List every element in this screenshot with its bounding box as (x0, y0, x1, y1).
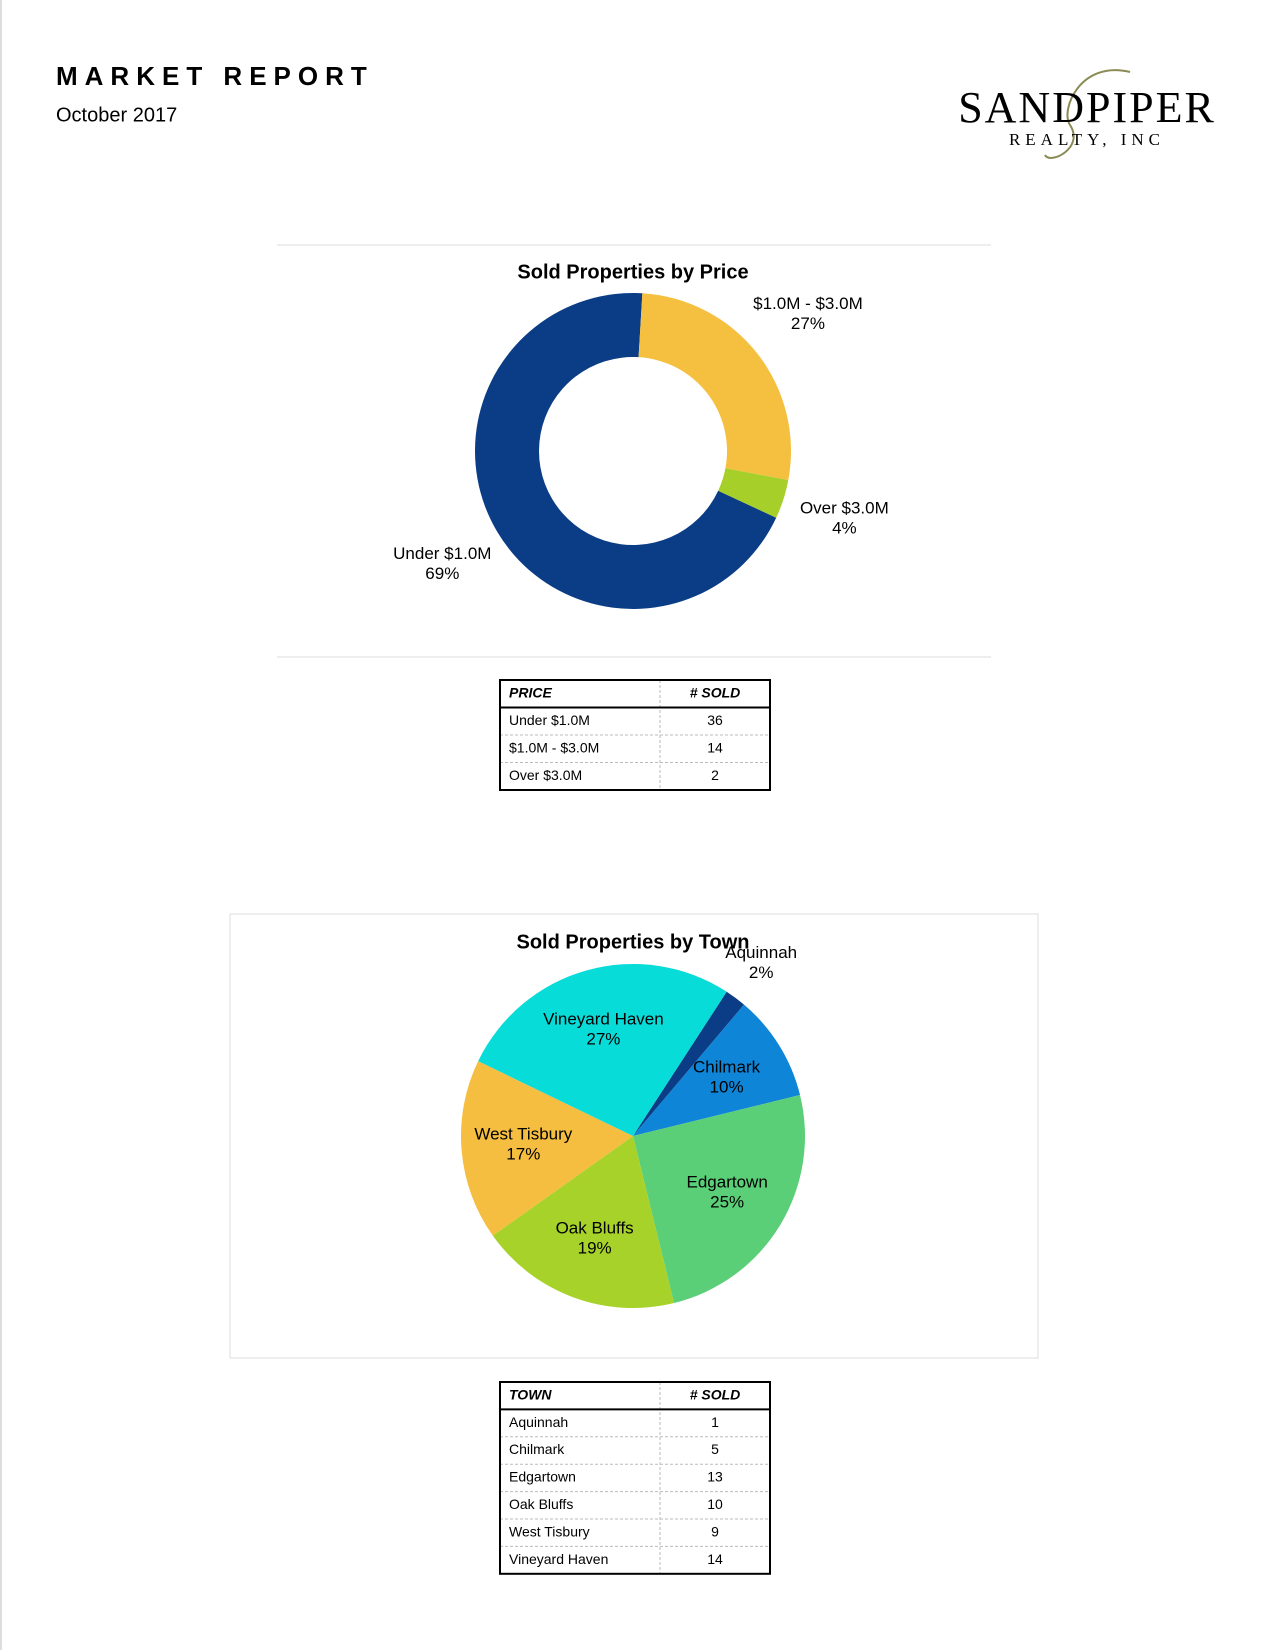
slice-label: Oak Bluffs (556, 1219, 634, 1238)
donut-slice (718, 468, 789, 518)
logo-swash (1044, 69, 1131, 159)
table-cell: 14 (707, 1551, 723, 1567)
table-header: # SOLD (690, 684, 741, 700)
slice-value-label: 2% (749, 963, 774, 982)
slice-label: Vineyard Haven (543, 1009, 664, 1028)
table-cell: Edgartown (509, 1469, 576, 1485)
table-header: PRICE (509, 684, 552, 700)
table-cell: $1.0M - $3.0M (509, 739, 599, 755)
table-cell: West Tisbury (509, 1523, 590, 1539)
table-cell: 9 (711, 1523, 719, 1539)
table-cell: Under $1.0M (509, 712, 590, 728)
chart-title: Sold Properties by Town (517, 931, 750, 953)
chart-frame (229, 913, 1039, 1359)
report-title: MARKET REPORT (56, 61, 374, 91)
slice-label: Chilmark (693, 1057, 761, 1076)
table-cell: 14 (707, 739, 723, 755)
slice-label: Edgartown (687, 1173, 768, 1192)
pie-slice (633, 1004, 801, 1136)
table-cell: 5 (711, 1441, 719, 1457)
pie-slice (633, 1094, 805, 1304)
logo-tagline: REALTY, INC (1009, 130, 1165, 149)
donut-slice (475, 293, 777, 609)
pie-slice (492, 1136, 675, 1308)
slice-value-label: 27% (791, 314, 825, 333)
slice-value-label: 19% (578, 1239, 612, 1258)
slice-label: $1.0M - $3.0M (753, 294, 863, 313)
slice-value-label: 17% (506, 1145, 540, 1164)
pie-slice (633, 991, 745, 1136)
donut-slice (638, 293, 791, 481)
report-date: October 2017 (56, 104, 177, 126)
table-cell: Over $3.0M (509, 767, 582, 783)
table-border (499, 1381, 771, 1575)
table-cell: Vineyard Haven (509, 1551, 608, 1567)
logo-name: SANDPIPER (958, 83, 1216, 132)
table-cell: 13 (707, 1469, 723, 1485)
slice-value-label: 25% (710, 1193, 744, 1212)
table-cell: Oak Bluffs (509, 1496, 573, 1512)
slice-value-label: 10% (710, 1077, 744, 1096)
table-cell: Chilmark (509, 1441, 565, 1457)
table-header: # SOLD (690, 1386, 741, 1402)
table-border (499, 679, 771, 791)
slice-value-label: 69% (425, 564, 459, 583)
slice-label: West Tisbury (474, 1125, 572, 1144)
table-cell: Aquinnah (509, 1414, 568, 1430)
chart-title: Sold Properties by Price (517, 261, 748, 283)
slice-label: Under $1.0M (393, 544, 491, 563)
table-cell: 36 (707, 712, 723, 728)
slice-value-label: 27% (586, 1029, 620, 1048)
table-cell: 1 (711, 1414, 719, 1430)
table-cell: 2 (711, 767, 719, 783)
slice-value-label: 4% (832, 518, 857, 537)
slice-label: Over $3.0M (800, 498, 889, 517)
slice-label: Aquinnah (725, 943, 797, 962)
table-cell: 10 (707, 1496, 723, 1512)
pie-slice (478, 964, 727, 1136)
table-header: TOWN (509, 1386, 552, 1402)
pie-slice (461, 1061, 633, 1236)
